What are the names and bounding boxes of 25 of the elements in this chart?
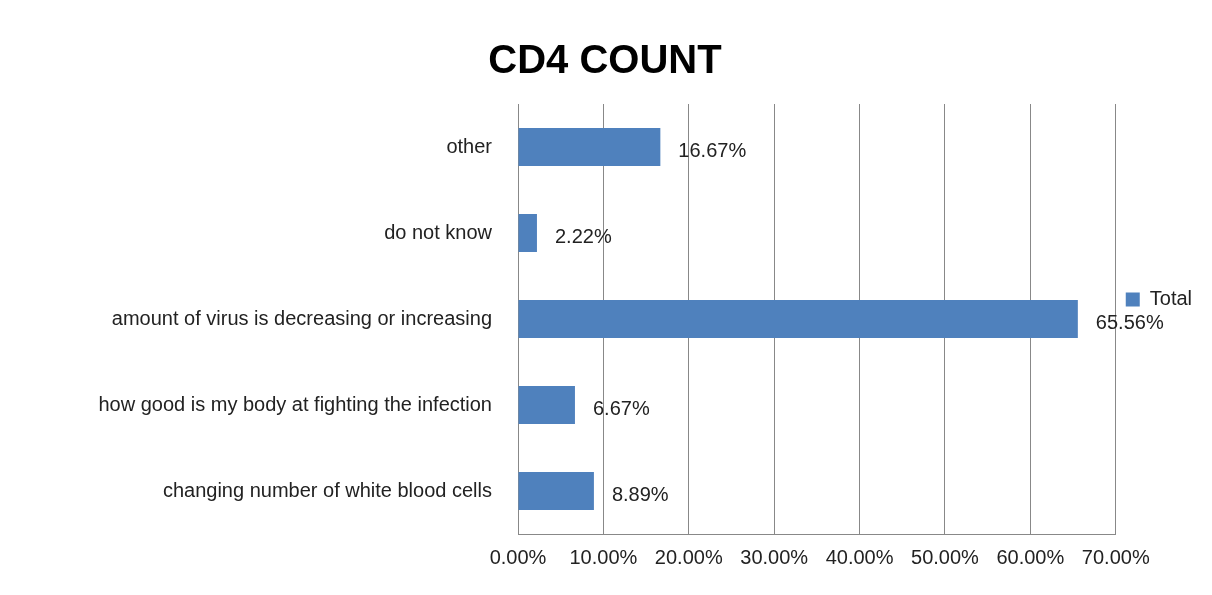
x-tick-label: 50.00% [911, 545, 980, 568]
bar [518, 300, 1078, 338]
y-tick-label: how good is my body at fighting the infection [98, 392, 492, 415]
data-label: 6.67% [592, 396, 650, 419]
x-tick-label: 20.00% [654, 545, 723, 568]
bar [518, 214, 537, 252]
bar [518, 128, 661, 166]
data-label: 65.56% [1095, 310, 1164, 333]
x-tick-label: 30.00% [740, 545, 809, 568]
y-tick-label: amount of virus is decreasing or increasing [111, 306, 492, 329]
legend-label: Total [1149, 287, 1192, 310]
bar [518, 386, 575, 424]
x-tick-label: 10.00% [569, 545, 638, 568]
data-label: 8.89% [611, 482, 669, 505]
x-tick-label: 70.00% [1081, 545, 1150, 568]
bar [518, 472, 594, 510]
data-label: 2.22% [554, 224, 612, 247]
chart-title: CD4 COUNT [488, 37, 722, 82]
y-tick-label: do not know [384, 220, 493, 243]
y-tick-label: other [446, 134, 493, 157]
x-tick-label: 60.00% [996, 545, 1065, 568]
x-tick-label: 40.00% [825, 545, 894, 568]
y-tick-label: changing number of white blood cells [162, 478, 492, 501]
data-label: 16.67% [678, 138, 747, 161]
x-tick-label: 0.00% [489, 545, 547, 568]
